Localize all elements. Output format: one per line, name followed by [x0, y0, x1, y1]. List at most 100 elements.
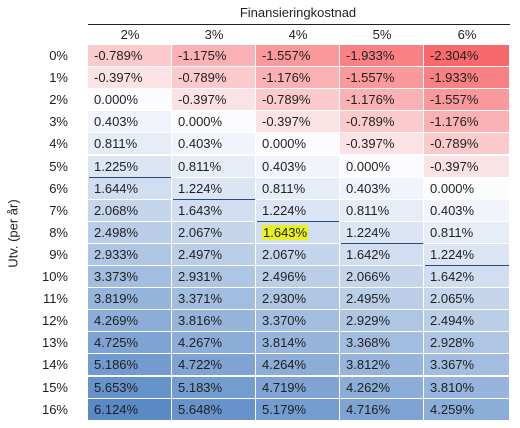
table-cell[interactable]: 1.642% — [424, 266, 510, 289]
cell-value: 3.814% — [262, 335, 307, 351]
table-cell[interactable]: 1.643% — [256, 221, 340, 244]
cell-value: -0.397% — [430, 158, 479, 174]
table-cell[interactable]: -0.789% — [256, 89, 340, 112]
table-cell[interactable]: 4.725% — [88, 332, 172, 355]
table-cell[interactable]: 1.225% — [88, 155, 172, 178]
table-cell[interactable]: 2.496% — [256, 266, 340, 289]
table-cell[interactable]: 2.068% — [88, 199, 172, 222]
cell-value: 3.368% — [346, 335, 391, 351]
table-cell[interactable]: 0.000% — [256, 133, 340, 156]
cell-value: 2.067% — [262, 246, 307, 262]
cell-value: 5.186% — [94, 357, 139, 373]
table-cell[interactable]: 4.262% — [340, 376, 424, 399]
table-cell[interactable]: 2.498% — [88, 221, 172, 244]
table-cell[interactable]: -1.933% — [340, 45, 424, 68]
table-cell[interactable]: 2.495% — [340, 288, 424, 311]
table-cell[interactable]: 0.811% — [88, 133, 172, 156]
table-cell[interactable]: -0.789% — [172, 67, 256, 90]
table-cell[interactable]: 0.000% — [172, 111, 256, 134]
table-cell[interactable]: 5.648% — [172, 398, 256, 421]
table-cell[interactable]: 1.224% — [424, 243, 510, 266]
table-cell[interactable]: 1.643% — [172, 199, 256, 222]
table-cell[interactable]: 3.368% — [340, 332, 424, 355]
table-cell[interactable]: 2.494% — [424, 310, 510, 333]
row-header: 9% — [49, 246, 68, 262]
table-cell[interactable]: -1.176% — [424, 111, 510, 134]
table-cell[interactable]: 5.183% — [172, 376, 256, 399]
table-cell[interactable]: -0.789% — [424, 133, 510, 156]
table-cell[interactable]: -0.397% — [172, 89, 256, 112]
table-cell[interactable]: 2.065% — [424, 288, 510, 311]
table-cell[interactable]: 4.716% — [340, 398, 424, 421]
table-cell[interactable]: 3.370% — [256, 310, 340, 333]
table-cell[interactable]: 0.811% — [424, 221, 510, 244]
cell-value: -0.397% — [262, 114, 311, 130]
table-cell[interactable]: 0.000% — [424, 177, 510, 200]
table-cell[interactable]: -1.175% — [172, 45, 256, 68]
table-cell[interactable]: 3.812% — [340, 354, 424, 377]
column-header: 4% — [288, 27, 308, 42]
cell-value: 4.722% — [178, 357, 223, 373]
table-cell[interactable]: 1.224% — [340, 221, 424, 244]
table-cell[interactable]: 4.719% — [256, 376, 340, 399]
table-cell[interactable]: 3.367% — [424, 354, 510, 377]
table-cell[interactable]: 4.722% — [172, 354, 256, 377]
table-cell[interactable]: -2.304% — [424, 45, 510, 68]
table-cell[interactable]: 5.653% — [88, 376, 172, 399]
table-cell[interactable]: 3.810% — [424, 376, 510, 399]
table-cell[interactable]: -1.557% — [256, 45, 340, 68]
table-cell[interactable]: 3.814% — [256, 332, 340, 355]
table-cell[interactable]: -0.397% — [424, 155, 510, 178]
table-cell[interactable]: 3.373% — [88, 266, 172, 289]
table-cell[interactable]: 0.811% — [172, 155, 256, 178]
table-cell[interactable]: 0.811% — [340, 199, 424, 222]
table-cell[interactable]: -0.789% — [340, 111, 424, 134]
table-cell[interactable]: 3.816% — [172, 310, 256, 333]
table-cell[interactable]: 2.497% — [172, 243, 256, 266]
cell-value: -0.789% — [178, 70, 227, 86]
table-cell[interactable]: -1.557% — [340, 67, 424, 90]
table-cell[interactable]: 6.124% — [88, 398, 172, 421]
row-header: 2% — [49, 92, 68, 108]
table-cell[interactable]: 1.224% — [172, 177, 256, 200]
table-cell[interactable]: 1.644% — [88, 177, 172, 200]
table-cell[interactable]: 4.269% — [88, 310, 172, 333]
table-cell[interactable]: 0.000% — [88, 89, 172, 112]
table-cell[interactable]: 2.933% — [88, 243, 172, 266]
table-cell[interactable]: 0.403% — [424, 199, 510, 222]
table-cell[interactable]: 5.186% — [88, 354, 172, 377]
table-cell[interactable]: 3.371% — [172, 288, 256, 311]
table-cell[interactable]: -1.176% — [256, 67, 340, 90]
table-cell[interactable]: 1.224% — [256, 199, 340, 222]
table-cell[interactable]: 0.000% — [340, 155, 424, 178]
table-cell[interactable]: -1.557% — [424, 89, 510, 112]
table-cell[interactable]: 2.067% — [172, 221, 256, 244]
table-cell[interactable]: 0.403% — [340, 177, 424, 200]
cell-value: -1.933% — [346, 48, 395, 63]
table-cell[interactable]: -1.176% — [340, 89, 424, 112]
table-cell[interactable]: -0.397% — [88, 67, 172, 90]
table-cell[interactable]: -0.789% — [88, 45, 172, 68]
table-cell[interactable]: 4.259% — [424, 398, 510, 421]
table-cell[interactable]: 0.403% — [256, 155, 340, 178]
table-cell[interactable]: 2.929% — [340, 310, 424, 333]
cell-value: -2.304% — [430, 48, 479, 63]
table-cell[interactable]: -0.397% — [256, 111, 340, 134]
table-cell[interactable]: -0.397% — [340, 133, 424, 156]
table-cell[interactable]: 4.264% — [256, 354, 340, 377]
table-cell[interactable]: 0.811% — [256, 177, 340, 200]
table-cell[interactable]: -1.933% — [424, 67, 510, 90]
table-cell[interactable]: 2.067% — [256, 243, 340, 266]
table-cell[interactable]: 1.642% — [340, 243, 424, 266]
table-cell[interactable]: 2.928% — [424, 332, 510, 355]
table-cell[interactable]: 2.931% — [172, 266, 256, 289]
table-cell[interactable]: 2.930% — [256, 288, 340, 311]
cell-value: -1.557% — [262, 48, 311, 63]
table-cell[interactable]: 0.403% — [88, 111, 172, 134]
row-axis-title-wrap: Utv. (per år) — [6, 45, 21, 421]
table-cell[interactable]: 4.267% — [172, 332, 256, 355]
table-cell[interactable]: 5.179% — [256, 398, 340, 421]
table-cell[interactable]: 2.066% — [340, 266, 424, 289]
table-cell[interactable]: 0.403% — [172, 133, 256, 156]
table-cell[interactable]: 3.819% — [88, 288, 172, 311]
